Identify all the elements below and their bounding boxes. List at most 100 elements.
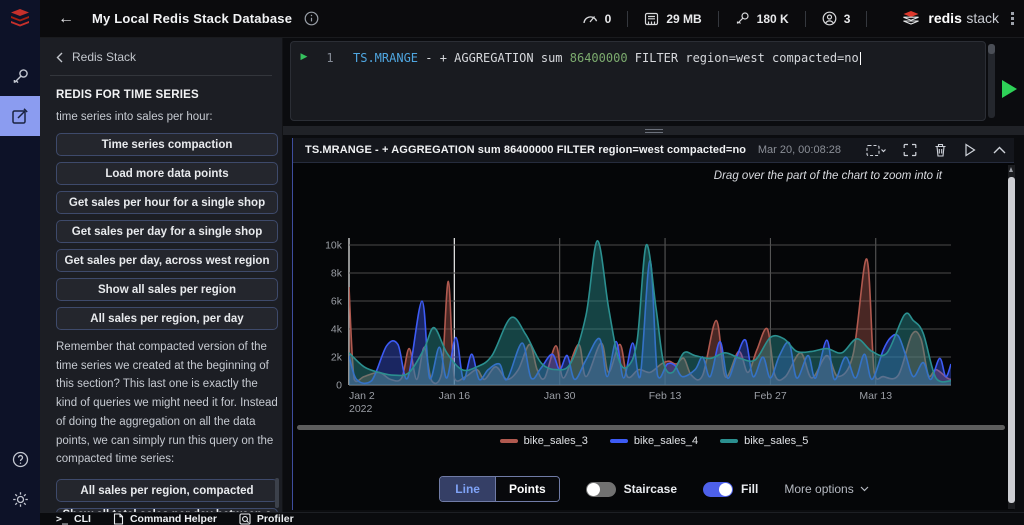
editor-scrollbar[interactable]	[988, 44, 995, 118]
guide-back-button[interactable]: Redis Stack	[56, 50, 272, 64]
chevron-up-icon	[993, 146, 1006, 154]
rerun-query-button[interactable]	[964, 143, 976, 157]
fullscreen-button[interactable]	[903, 143, 917, 157]
panel-resize-handle[interactable]	[283, 126, 1024, 135]
more-options-button[interactable]: More options	[784, 482, 869, 496]
scrollbar-thumb[interactable]	[1008, 177, 1015, 503]
fill-label: Fill	[741, 482, 759, 496]
guide-button[interactable]: Get sales per hour for a single shop	[56, 191, 278, 214]
profiler-label: Profiler	[256, 513, 294, 525]
result-timestamp: Mar 20, 00:08:28	[757, 144, 841, 156]
guide-button[interactable]: Get sales per day for a single shop	[56, 220, 278, 243]
collapse-result-button[interactable]	[993, 146, 1006, 154]
overflow-menu-button[interactable]	[1011, 12, 1014, 25]
guide-button[interactable]: Load more data points	[56, 162, 278, 185]
guide-button[interactable]: Time series compaction	[56, 133, 278, 156]
results-vertical-scrollbar[interactable]	[1008, 165, 1015, 509]
redis-logo-icon	[11, 9, 29, 27]
fill-toggle[interactable]: Fill	[703, 481, 759, 497]
view-mode-button[interactable]	[866, 144, 886, 157]
rail-bottom-group	[0, 439, 40, 519]
sidebar-item-browser[interactable]	[0, 56, 40, 96]
chart-controls: Line Points Staircase Fill More options	[293, 476, 1015, 502]
cli-button[interactable]: >_ CLI	[56, 513, 91, 525]
svg-text:Jan 30: Jan 30	[544, 390, 576, 402]
more-options-label: More options	[784, 482, 854, 496]
svg-text:Jan 2: Jan 2	[349, 390, 375, 402]
legend-item[interactable]: bike_sales_4	[609, 435, 699, 447]
result-header[interactable]: TS.MRANGE - + AGGREGATION sum 86400000 F…	[293, 138, 1014, 163]
back-button[interactable]: ←	[58, 9, 74, 27]
help-button[interactable]	[0, 439, 40, 479]
stat-memory: 29 MB	[644, 11, 702, 26]
points-mode-button[interactable]: Points	[494, 477, 559, 501]
result-card: TS.MRANGE - + AGGREGATION sum 86400000 F…	[292, 138, 1015, 510]
expand-icon	[903, 143, 917, 157]
profiler-button[interactable]: Profiler	[239, 513, 294, 525]
editor-code-line[interactable]: TS.MRANGE - + AGGREGATION sum 86400000 F…	[353, 51, 861, 120]
stat-clients-value: 3	[843, 11, 851, 26]
guide-button[interactable]: Get sales per day, across west region	[56, 249, 278, 272]
redis-logo[interactable]	[0, 0, 40, 38]
text-cursor	[859, 52, 861, 65]
guide-button[interactable]: All sales per region, compacted	[56, 479, 278, 503]
result-query-text: TS.MRANGE - + AGGREGATION sum 86400000 F…	[305, 144, 747, 156]
play-icon	[965, 143, 976, 157]
svg-text:4k: 4k	[331, 324, 343, 336]
line-points-toggle: Line Points	[439, 476, 560, 502]
svg-text:Feb 27: Feb 27	[754, 390, 787, 402]
guide-section-title: REDIS FOR TIME SERIES	[56, 89, 199, 101]
workbench-main: ▶ 1 TS.MRANGE - + AGGREGATION sum 864000…	[283, 38, 1024, 512]
guide-paragraph: Remember that compacted version of the t…	[56, 341, 278, 466]
delete-result-button[interactable]	[934, 143, 947, 157]
guide-button[interactable]: All sales per region, per day	[56, 307, 278, 330]
svg-text:2022: 2022	[349, 403, 373, 415]
stat-clients: 3	[822, 11, 851, 26]
settings-button[interactable]	[0, 479, 40, 519]
document-icon	[113, 513, 124, 525]
terminal-icon: >_	[56, 513, 69, 525]
horizontal-scrollbar[interactable]	[297, 425, 1005, 430]
svg-text:Feb 13: Feb 13	[649, 390, 682, 402]
command-helper-button[interactable]: Command Helper	[113, 513, 217, 525]
run-query-button[interactable]	[1002, 80, 1017, 98]
stat-memory-value: 29 MB	[666, 11, 702, 26]
query-editor[interactable]: ▶ 1 TS.MRANGE - + AGGREGATION sum 864000…	[290, 41, 986, 121]
legend-item[interactable]: bike_sales_3	[499, 435, 588, 447]
svg-text:8k: 8k	[331, 268, 343, 280]
help-icon	[12, 451, 28, 467]
staircase-toggle[interactable]: Staircase	[585, 481, 677, 497]
guide-back-label: Redis Stack	[72, 50, 137, 64]
guide-intro-text: time series into sales per hour:	[56, 111, 213, 123]
guide-button[interactable]: Show all sales per region	[56, 278, 278, 301]
database-info-button[interactable]	[304, 11, 319, 26]
gauge-icon	[582, 15, 597, 23]
run-line-icon[interactable]: ▶	[300, 51, 308, 61]
guide-button[interactable]: Show all total sales per day between a c…	[56, 508, 278, 512]
legend-label: bike_sales_4	[633, 435, 699, 447]
sidebar-item-workbench[interactable]	[0, 96, 40, 136]
trash-icon	[935, 143, 946, 157]
sidebar-scrollbar[interactable]	[275, 478, 279, 508]
staircase-switch-icon	[585, 481, 616, 497]
gear-icon	[12, 491, 28, 507]
code-number: 86400000	[569, 51, 628, 65]
line-mode-button[interactable]: Line	[440, 477, 495, 501]
stat-separator	[866, 10, 868, 27]
divider	[50, 75, 272, 76]
left-nav-rail	[0, 0, 40, 525]
svg-text:6k: 6k	[331, 296, 343, 308]
stat-separator	[804, 10, 806, 27]
stat-keys-value: 180 K	[756, 11, 789, 26]
drag-handle-icon	[644, 128, 663, 133]
legend-label: bike_sales_5	[744, 435, 809, 447]
legend-item[interactable]: bike_sales_5	[720, 435, 808, 447]
view-mode-icon	[866, 144, 886, 156]
stat-separator	[717, 10, 719, 27]
workbench-edit-icon	[12, 108, 28, 124]
stat-keys: 180 K	[735, 11, 789, 26]
guide-button-list: Time series compaction Load more data po…	[56, 133, 278, 330]
svg-text:0: 0	[336, 380, 342, 392]
